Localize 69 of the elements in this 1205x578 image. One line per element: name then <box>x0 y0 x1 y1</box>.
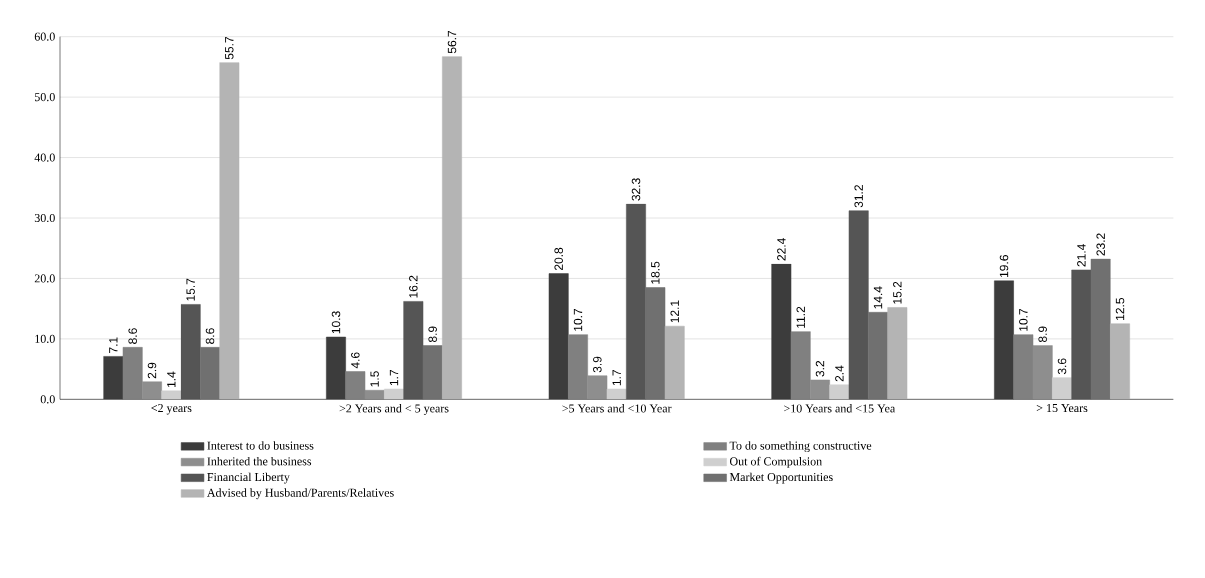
data-label: 10.7 <box>1019 308 1028 331</box>
legend-label: Inherited the business <box>207 456 312 466</box>
data-label: 16.2 <box>409 275 418 298</box>
bar <box>326 336 346 400</box>
legend-label: Market Opportunities <box>729 472 833 484</box>
data-label: 3.9 <box>593 356 602 373</box>
data-label: 8.6 <box>205 328 215 344</box>
legend-label: Advised by Husband/Parents/Relatives <box>207 488 394 500</box>
bar <box>200 347 220 400</box>
data-label: 4.6 <box>351 352 360 369</box>
data-label: 3.2 <box>815 360 825 377</box>
legend-label: Financial Liberty <box>207 472 290 484</box>
data-label: 1.4 <box>167 371 176 388</box>
y-tick-label: 60.0 <box>34 32 55 41</box>
data-label: 12.1 <box>670 300 679 323</box>
bar <box>848 210 869 400</box>
y-tick-label: 50.0 <box>34 93 55 102</box>
data-label: 19.6 <box>999 255 1009 278</box>
y-tick-label: 30.0 <box>34 213 55 223</box>
legend-label: Out of Compulsion <box>729 456 822 468</box>
data-label: 1.7 <box>612 370 621 386</box>
data-label: 8.9 <box>428 326 437 343</box>
data-label: 18.5 <box>651 261 660 284</box>
x-tick-label: >10 Years and <15 Yea <box>784 404 896 413</box>
x-tick-label: >2 Years and < 5 years <box>339 404 449 415</box>
x-tick-label: > 15 Years <box>1036 404 1088 413</box>
bar <box>645 287 666 400</box>
data-label: 7.1 <box>109 337 118 353</box>
y-tick-label: 0.0 <box>40 395 55 404</box>
data-label: 15.2 <box>893 281 902 304</box>
bar <box>868 312 888 400</box>
bar <box>180 304 201 400</box>
y-tick-label: 40.0 <box>34 153 55 162</box>
data-label: 10.3 <box>331 311 341 334</box>
bar <box>403 301 424 400</box>
data-label: 12.5 <box>1115 298 1125 320</box>
data-label: 8.6 <box>128 328 137 344</box>
data-label: 32.3 <box>631 178 641 201</box>
x-tick-label: >5 Years and <10 Year <box>562 404 672 413</box>
bar <box>1090 258 1111 400</box>
bar <box>548 273 569 400</box>
bar <box>626 203 646 400</box>
y-tick-label: 10.0 <box>35 334 55 343</box>
data-label: 3.6 <box>1057 358 1067 375</box>
data-label: 1.7 <box>389 370 399 386</box>
legend-label: To do something constructive <box>729 441 872 453</box>
data-label: 23.2 <box>1096 233 1105 256</box>
data-label: 10.7 <box>573 308 583 331</box>
data-label: 8.9 <box>1038 326 1047 343</box>
data-label: 2.4 <box>835 365 844 382</box>
data-label: 31.2 <box>854 185 863 208</box>
bar <box>103 356 124 400</box>
data-label: 22.4 <box>777 238 786 261</box>
bar <box>1071 269 1092 400</box>
y-tick-label: 20.0 <box>34 274 55 283</box>
data-label: 11.2 <box>796 306 805 328</box>
data-label: 20.8 <box>554 247 563 271</box>
bar <box>771 263 792 400</box>
bar <box>994 280 1014 400</box>
x-tick-label: <2 years <box>151 404 192 415</box>
data-label: 14.4 <box>873 286 883 309</box>
data-label: 55.7 <box>225 36 234 60</box>
data-label: 2.9 <box>147 362 157 379</box>
legend-label: Interest to do business <box>207 441 314 450</box>
data-label: 15.7 <box>186 278 195 301</box>
bar <box>422 345 443 400</box>
data-label: 21.4 <box>1077 244 1086 267</box>
data-label: 56.7 <box>447 30 457 54</box>
data-label: 1.5 <box>370 371 379 387</box>
